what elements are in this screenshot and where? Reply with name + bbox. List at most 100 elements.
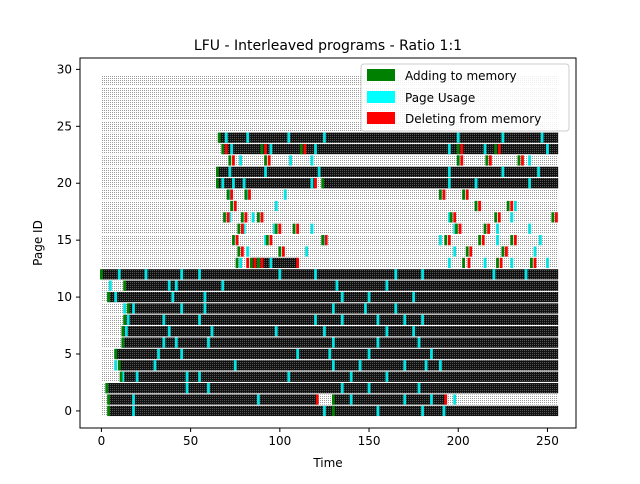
delete-event-mark [505, 246, 508, 257]
usage-event-mark [221, 178, 225, 189]
add-event-mark [123, 280, 127, 291]
usage-event-mark [289, 155, 292, 166]
x-tick-label: 250 [536, 434, 559, 448]
usage-event-mark [335, 280, 339, 291]
usage-event-mark [274, 326, 278, 337]
usage-event-mark [430, 348, 433, 360]
usage-event-mark [135, 371, 139, 382]
add-event-mark [221, 143, 225, 155]
delete-event-mark [497, 143, 501, 155]
legend-label-usage: Page Usage [405, 91, 475, 105]
usage-event-mark [546, 143, 549, 155]
delete-event-mark [447, 235, 451, 246]
page-row-background [101, 246, 559, 257]
delete-event-mark [303, 143, 307, 155]
resident-interval [124, 280, 559, 291]
add-event-mark [260, 143, 264, 155]
add-event-mark [215, 166, 219, 177]
add-event-mark [331, 405, 335, 417]
usage-event-mark [528, 223, 532, 234]
add-event-mark [257, 212, 260, 223]
add-event-mark [107, 394, 110, 405]
add-event-mark [257, 257, 260, 269]
resident-interval [222, 143, 559, 155]
usage-event-mark [447, 257, 451, 269]
add-event-mark [107, 405, 110, 417]
usage-event-mark [239, 155, 242, 166]
usage-event-mark [174, 280, 178, 291]
legend-swatch-usage [367, 91, 395, 103]
page-row-background [101, 109, 559, 121]
add-event-mark [217, 132, 221, 143]
usage-event-mark [496, 235, 499, 246]
y-tick-label: 30 [57, 62, 72, 76]
usage-event-mark [528, 155, 532, 166]
delete-event-mark [315, 394, 319, 405]
delete-event-mark [442, 189, 446, 200]
delete-event-mark [453, 212, 457, 223]
usage-event-mark [162, 337, 166, 348]
usage-event-mark [439, 360, 442, 371]
usage-event-mark [496, 223, 499, 234]
x-tick-label: 150 [358, 434, 381, 448]
add-event-mark [230, 200, 234, 212]
usage-event-mark [287, 132, 291, 143]
usage-event-mark [483, 257, 487, 269]
usage-event-mark [180, 269, 184, 280]
add-event-mark [121, 337, 125, 348]
usage-event-mark [108, 280, 112, 291]
usage-event-mark [203, 291, 207, 303]
usage-event-mark [246, 246, 250, 257]
resident-interval [121, 371, 559, 382]
usage-event-mark [323, 405, 326, 417]
delete-event-mark [510, 200, 514, 212]
resident-interval [101, 269, 559, 280]
usage-event-mark [167, 326, 171, 337]
y-tick-label: 20 [57, 176, 72, 190]
usage-event-mark [331, 303, 335, 314]
usage-event-mark [185, 371, 189, 382]
usage-event-mark [537, 166, 540, 177]
usage-event-mark [132, 303, 135, 314]
usage-event-mark [403, 394, 407, 405]
y-tick-label: 5 [64, 347, 72, 361]
add-event-mark [123, 314, 127, 325]
delete-event-mark [296, 257, 300, 269]
delete-event-mark [233, 200, 237, 212]
usage-event-mark [207, 383, 210, 394]
usage-event-mark [394, 269, 398, 280]
add-event-mark [496, 257, 499, 269]
x-tick-label: 50 [183, 434, 198, 448]
usage-event-mark [273, 223, 276, 234]
usage-event-mark [174, 337, 178, 348]
usage-event-mark [412, 326, 416, 337]
usage-event-mark [283, 189, 287, 200]
resident-interval [322, 178, 559, 189]
add-event-mark [483, 223, 487, 234]
add-event-mark [331, 394, 335, 405]
usage-event-mark [287, 371, 291, 382]
add-event-mark [321, 178, 325, 189]
add-event-mark [321, 235, 325, 246]
usage-event-mark [510, 212, 514, 223]
add-event-mark [121, 326, 125, 337]
delete-event-mark [469, 246, 473, 257]
delete-event-mark [533, 257, 537, 269]
usage-event-mark [224, 132, 228, 143]
usage-event-mark [421, 269, 424, 280]
usage-event-mark [132, 405, 135, 417]
usage-event-mark [447, 212, 451, 223]
delete-event-mark [467, 257, 471, 269]
add-event-mark [100, 269, 103, 280]
usage-event-mark [367, 383, 371, 394]
usage-event-mark [210, 326, 214, 337]
usage-event-mark [424, 360, 428, 371]
page-row-background [101, 155, 559, 166]
usage-event-mark [340, 314, 344, 325]
usage-event-mark [447, 178, 451, 189]
delete-event-mark [267, 155, 271, 166]
add-event-mark [474, 200, 478, 212]
add-event-mark [506, 200, 510, 212]
add-event-mark [292, 223, 296, 234]
